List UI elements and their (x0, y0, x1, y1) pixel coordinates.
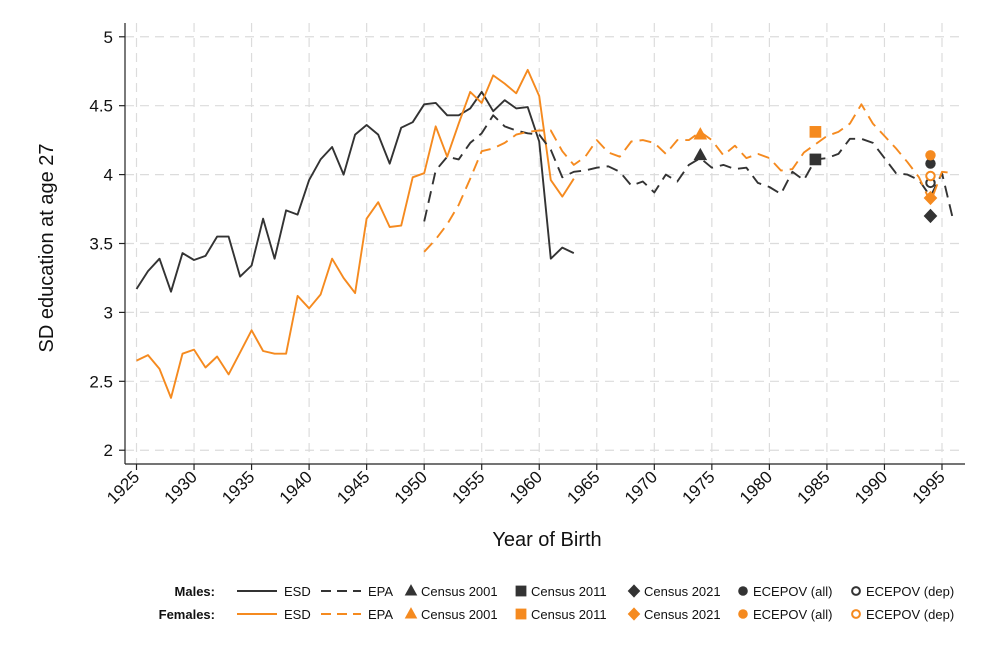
y-tick-label: 3.5 (89, 235, 113, 254)
legend-swatch-diamond (627, 607, 641, 621)
legend-swatch-circle-filled (738, 586, 748, 596)
x-tick-label: 1995 (909, 467, 949, 507)
x-tick-label: 1980 (736, 467, 776, 507)
x-tick-label: 1955 (448, 467, 488, 507)
legend-swatch-diamond (627, 584, 641, 598)
legend-item-label: ECEPOV (dep) (866, 607, 954, 622)
females-census-2021-marker (923, 190, 938, 206)
x-axis-label: Year of Birth (492, 529, 601, 551)
x-tick-label: 1935 (218, 467, 258, 507)
males-census-2001-marker (693, 147, 708, 161)
males-census-2011-marker (809, 153, 822, 166)
legend-item-label: ECEPOV (all) (753, 607, 832, 622)
legend-item-label: ESD (284, 607, 311, 622)
grid (125, 23, 965, 464)
legend-swatch-square (515, 608, 527, 620)
x-tick-label: 1950 (391, 467, 431, 507)
legend-swatch-triangle (404, 584, 418, 596)
series-lines (135, 68, 955, 399)
legend-item-label: Census 2001 (421, 584, 498, 599)
legend-swatch-circle-open (851, 586, 861, 596)
legend-item-label: ESD (284, 584, 311, 599)
legend-swatch-triangle (404, 607, 418, 619)
legend: Males: ESD EPA Census 2001 Census 2011 Census… (159, 584, 955, 622)
legend-swatch-square (515, 585, 527, 597)
x-tick-label: 1975 (678, 467, 718, 507)
legend-swatch-circle-open (851, 609, 861, 619)
females-epa-line (423, 103, 954, 253)
legend-item-label: EPA (368, 584, 393, 599)
males-epa-line (423, 114, 955, 222)
legend-item-label: Census 2011 (531, 607, 607, 622)
x-tick-label: 1985 (794, 467, 834, 507)
x-tick-label: 1925 (103, 467, 143, 507)
census-markers (693, 126, 938, 224)
legend-item-label: ECEPOV (all) (753, 584, 832, 599)
x-tick-label: 1965 (563, 467, 603, 507)
legend-item-label: Census 2011 (531, 584, 607, 599)
x-tick-label: 1970 (621, 467, 661, 507)
axes: 2 2.5 3 3.5 4 4.5 5 1925 1930 1935 1940 1945 1950 195… (89, 23, 965, 508)
females-esd-line (136, 68, 575, 399)
legend-item-label: ECEPOV (dep) (866, 584, 954, 599)
y-tick-label: 3 (104, 303, 113, 322)
males-esd-line (135, 90, 575, 293)
x-tick-label: 1930 (161, 467, 201, 507)
x-tick-label: 1945 (333, 467, 373, 507)
y-tick-label: 2 (104, 441, 113, 460)
females-census-2011-marker (809, 126, 822, 138)
legend-group-label: Males: (175, 584, 215, 599)
legend-item-label: Census 2021 (644, 607, 721, 622)
x-tick-label: 1990 (851, 467, 891, 507)
legend-swatch-circle-filled (738, 609, 748, 619)
y-axis-label: SD education at age 27 (36, 143, 58, 352)
y-tick-label: 4 (104, 166, 113, 185)
males-census-2021-marker (923, 208, 938, 224)
x-tick-label: 1960 (506, 467, 546, 507)
y-tick-label: 5 (104, 28, 113, 47)
legend-item-label: Census 2001 (421, 607, 498, 622)
females-ecepov-dep--marker (925, 170, 936, 182)
legend-group-label: Females: (159, 607, 215, 622)
females-census-2001-marker (693, 127, 708, 140)
females-ecepov-all--marker (925, 150, 936, 161)
y-tick-label: 4.5 (89, 97, 113, 116)
y-tick-label: 2.5 (89, 372, 113, 391)
males-ecepov-all--marker (925, 158, 936, 169)
legend-item-label: EPA (368, 607, 393, 622)
x-tick-label: 1940 (276, 467, 316, 507)
legend-item-label: Census 2021 (644, 584, 721, 599)
